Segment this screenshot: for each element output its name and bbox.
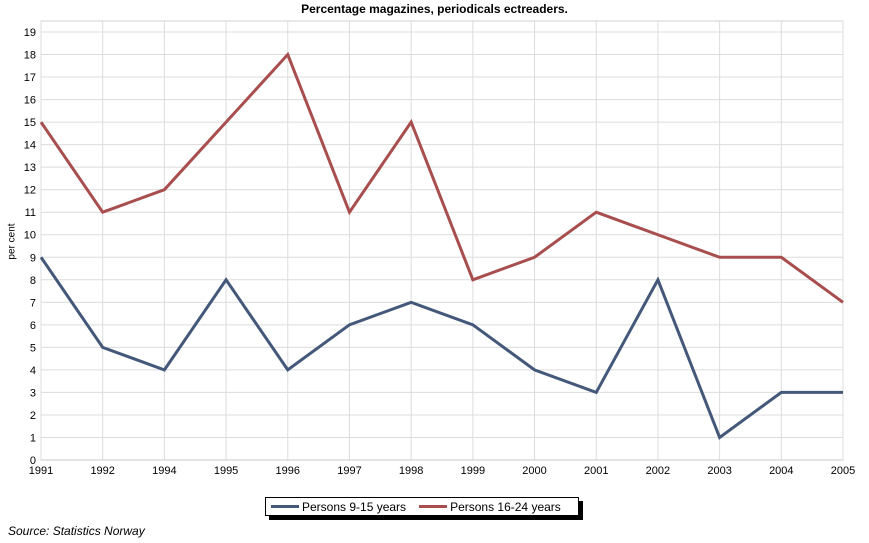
legend-label: Persons 9-15 years (302, 499, 407, 514)
x-tick-label: 2005 (831, 465, 855, 477)
legend-label: Persons 16-24 years (450, 499, 561, 514)
y-tick-label: 5 (30, 342, 36, 354)
y-tick-label: 4 (30, 365, 36, 377)
y-tick-label: 10 (24, 230, 36, 242)
x-tick-label: 1994 (152, 465, 176, 477)
x-tick-label: 2004 (769, 465, 793, 477)
y-tick-label: 7 (30, 297, 36, 309)
legend-item-16-24: Persons 16-24 years (419, 500, 561, 514)
y-axis-label: per cent (6, 223, 18, 260)
source-note: Source: Statistics Norway (8, 524, 145, 538)
series-line-1 (39, 51, 844, 304)
y-tick-label: 12 (24, 185, 36, 197)
y-tick-label: 18 (24, 50, 36, 62)
y-tick-label: 17 (24, 72, 36, 84)
x-tick-label: 1995 (214, 465, 238, 477)
x-tick-label: 1997 (337, 465, 361, 477)
x-tick-label: 1998 (399, 465, 423, 477)
y-tick-label: 1 (30, 432, 36, 444)
y-tick-label: 15 (24, 117, 36, 129)
x-tick-label: 1991 (29, 465, 53, 477)
y-tick-label: 6 (30, 320, 36, 332)
y-tick-label: 16 (24, 95, 36, 107)
series-line-0 (39, 256, 843, 440)
y-tick-label: 3 (30, 387, 36, 399)
x-tick-label: 1992 (90, 465, 114, 477)
y-tick-label: 2 (30, 410, 36, 422)
y-tick-label: 8 (30, 275, 36, 287)
x-tick-label: 1999 (461, 465, 485, 477)
y-tick-label: 0 (30, 455, 36, 467)
y-tick-label: 19 (24, 27, 36, 39)
x-tick-label: 2003 (707, 465, 731, 477)
chart-title: Percentage magazines, periodicals ectrea… (301, 2, 568, 16)
legend-item-9-15: Persons 9-15 years (271, 500, 406, 514)
y-tick-label: 9 (30, 252, 36, 264)
legend-swatch (419, 505, 448, 508)
legend: Persons 9-15 years Persons 16-24 years (265, 497, 579, 516)
y-tick-label: 13 (24, 162, 36, 174)
x-tick-label: 2001 (584, 465, 608, 477)
legend-swatch (271, 505, 299, 508)
x-tick-label: 2002 (646, 465, 670, 477)
x-tick-label: 2000 (522, 465, 546, 477)
plot-area (40, 20, 844, 461)
y-tick-label: 14 (24, 140, 36, 152)
y-tick-label: 11 (25, 207, 36, 219)
x-tick-label: 1996 (276, 465, 300, 477)
